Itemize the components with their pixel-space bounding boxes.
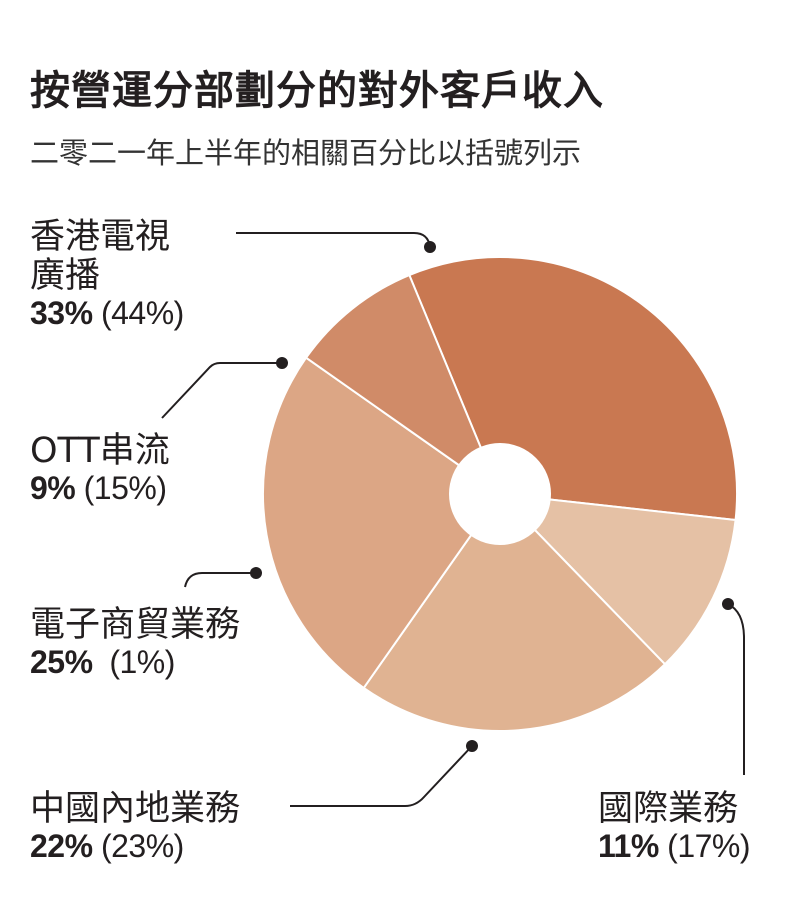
leader-dots bbox=[250, 241, 734, 752]
leader-line-hk-tvb bbox=[236, 232, 431, 248]
leader-line-ecommerce bbox=[184, 572, 256, 588]
slice-name-ott: OTT串流 bbox=[30, 431, 170, 471]
slice-prior-hk-tvb: (44%) bbox=[100, 295, 184, 332]
chart-title: 按營運分部劃分的對外客戶收入 bbox=[30, 68, 604, 114]
slice-name-ecommerce: 電子商貿業務 bbox=[30, 605, 241, 645]
slice-mainland bbox=[362, 492, 667, 732]
slice-label-ecommerce: 電子商貿業務 25% (1%) bbox=[30, 605, 241, 681]
slice-value-mainland: 22% bbox=[30, 828, 93, 865]
leader-line-mainland bbox=[290, 745, 473, 807]
slice-label-mainland: 中國內地業務 22% (23%) bbox=[30, 789, 241, 865]
leader-dot-hk-tvb bbox=[424, 241, 436, 253]
slice-name-hk-tvb-line2: 廣播 bbox=[30, 256, 101, 297]
leader-dot-international bbox=[722, 598, 734, 610]
slice-name-international: 國際業務 bbox=[598, 789, 739, 829]
donut-hole bbox=[449, 443, 551, 545]
slice-label-international: 國際業務 11% (17%) bbox=[598, 789, 751, 865]
leader-line-international bbox=[727, 603, 745, 775]
slice-prior-ott: (15%) bbox=[83, 470, 167, 507]
leader-dot-mainland bbox=[466, 740, 478, 752]
slice-value-ecommerce: 25% bbox=[30, 644, 93, 681]
chart-subtitle: 二零二一年上半年的相關百分比以括號列示 bbox=[30, 136, 582, 170]
leader-dot-ecommerce bbox=[250, 567, 262, 579]
slice-international bbox=[497, 492, 737, 666]
slice-prior-international: (17%) bbox=[667, 828, 751, 865]
donut-slices bbox=[262, 256, 739, 732]
slice-value-international: 11% bbox=[598, 828, 659, 865]
slice-label-hk-tvb: 香港電視 廣播 33% (44%) bbox=[30, 217, 184, 332]
slice-prior-mainland: (23%) bbox=[100, 828, 184, 865]
slice-name-mainland: 中國內地業務 bbox=[30, 789, 241, 829]
slice-name-hk-tvb: 香港電視 廣播 bbox=[30, 217, 184, 297]
slice-label-ott: OTT串流 9% (15%) bbox=[30, 431, 170, 507]
slice-ott bbox=[304, 273, 503, 497]
slice-name-hk-tvb-line1: 香港電視 bbox=[30, 217, 171, 257]
slice-prior-ecommerce: (1%) bbox=[109, 644, 175, 681]
slice-ecommerce bbox=[262, 356, 502, 690]
slice-value-ott: 9% bbox=[30, 470, 76, 507]
slice-value-hk-tvb: 33% bbox=[30, 295, 93, 332]
leader-dot-ott bbox=[276, 357, 288, 369]
leader-line-ott bbox=[161, 362, 282, 419]
